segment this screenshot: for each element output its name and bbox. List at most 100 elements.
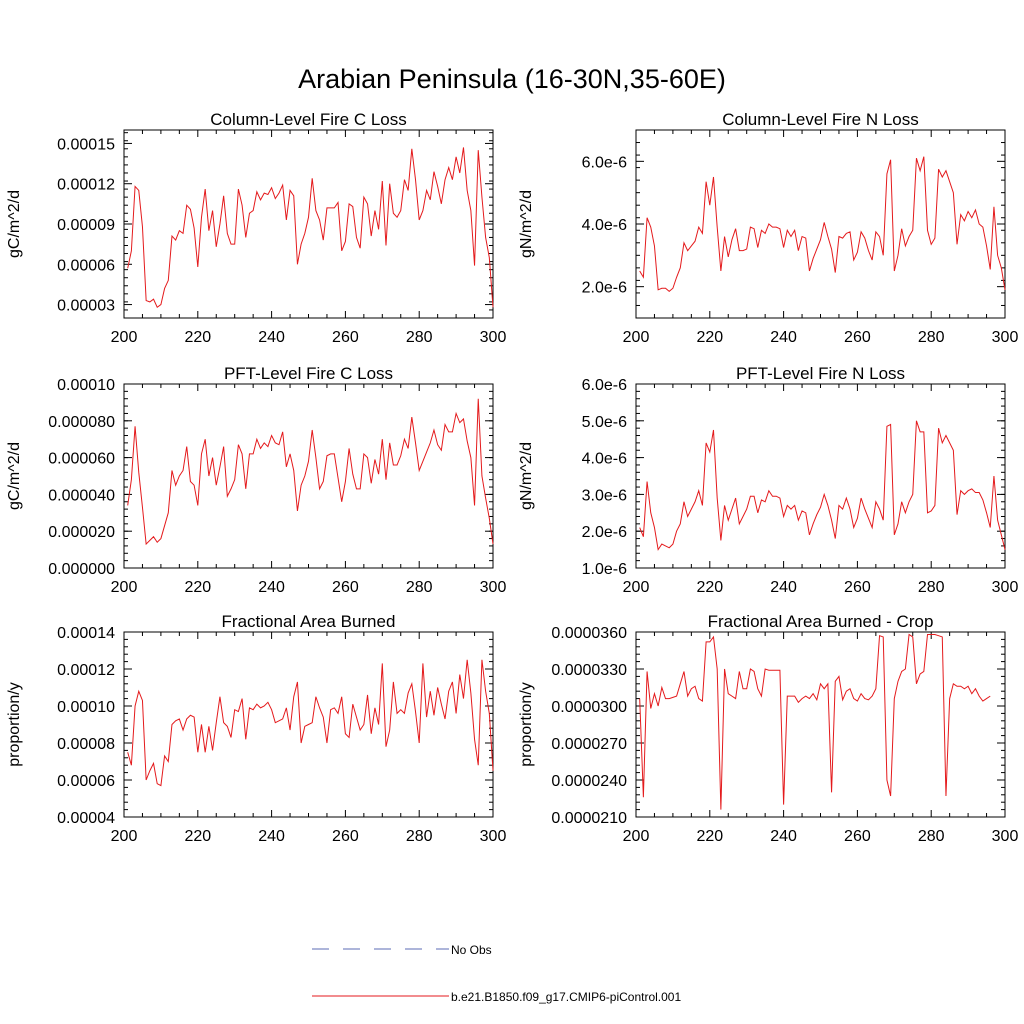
x-tick-label: 200 [623, 828, 650, 845]
x-tick-label: 300 [992, 329, 1019, 346]
x-tick-label: 260 [844, 579, 871, 596]
y-tick-label: 0.00010 [57, 377, 115, 394]
y-tick-label: 4.0e-6 [582, 217, 627, 234]
y-tick-label: 0.00012 [57, 177, 115, 194]
y-axis-label: proportion/y [518, 682, 535, 767]
y-tick-label: 0.0000360 [551, 625, 627, 642]
legend-obs-label: No Obs [451, 943, 492, 957]
x-tick-label: 240 [770, 828, 797, 845]
x-tick-label: 240 [770, 579, 797, 596]
x-tick-label: 260 [332, 828, 359, 845]
y-axis-label: proportion/y [6, 682, 23, 767]
y-axis-label: gC/m^2/d [6, 442, 23, 510]
y-tick-label: 0.0000210 [551, 810, 627, 827]
y-tick-label: 1.0e-6 [582, 561, 627, 578]
x-tick-label: 240 [258, 329, 285, 346]
plot-frame [635, 631, 1006, 818]
y-tick-label: 0.00004 [57, 810, 115, 827]
panel-3: 200 220 240 260 280 300 0.000000 0.000020 0.0000… [6, 364, 506, 596]
panel-title: Fractional Area Burned - Crop [708, 612, 934, 631]
legend-model-label: b.e21.B1850.f09_g17.CMIP6-piControl.001 [451, 990, 681, 1004]
series-line [639, 156, 1006, 293]
y-tick-label: 6.0e-6 [582, 154, 627, 171]
x-tick-label: 220 [184, 329, 211, 346]
y-tick-label: 5.0e-6 [582, 414, 627, 431]
series-line [127, 659, 494, 787]
x-tick-label: 280 [918, 329, 945, 346]
plot-frame [123, 129, 494, 319]
panel-6: 200 220 240 260 280 300 0.0000210 0.0000240 0.00… [518, 612, 1018, 845]
y-tick-label: 0.000000 [48, 561, 115, 578]
panel-4: 200 220 240 260 280 300 1.0e-6 2.0e-6 3.0e-6 4.0e… [518, 364, 1018, 596]
y-tick-label: 3.0e-6 [582, 487, 627, 504]
x-tick-label: 260 [332, 579, 359, 596]
x-tick-label: 280 [918, 828, 945, 845]
x-tick-label: 300 [992, 828, 1019, 845]
plot-frame [635, 129, 1006, 319]
x-tick-label: 300 [480, 329, 507, 346]
x-tick-label: 240 [258, 579, 285, 596]
x-tick-label: 280 [406, 828, 433, 845]
y-tick-label: 0.00014 [57, 625, 115, 642]
y-tick-label: 0.00009 [57, 217, 115, 234]
panel-title: Column-Level Fire C Loss [210, 110, 407, 129]
x-tick-label: 200 [111, 579, 138, 596]
y-tick-label: 0.000060 [48, 451, 115, 468]
panel-title: Fractional Area Burned [222, 612, 396, 631]
y-tick-label: 0.00015 [57, 136, 115, 153]
series-line [639, 633, 991, 810]
panel-title: Column-Level Fire N Loss [722, 110, 919, 129]
panel-1: 200 220 240 260 280 300 0.00003 0.00006 0.00009 0… [6, 110, 506, 346]
y-tick-label: 0.0000240 [551, 773, 627, 790]
series-line [127, 147, 494, 309]
y-axis-label: gN/m^2/d [518, 190, 535, 258]
x-tick-label: 240 [770, 329, 797, 346]
plot-frame [635, 383, 1006, 569]
y-tick-label: 0.00003 [57, 298, 115, 315]
x-tick-label: 220 [696, 329, 723, 346]
y-tick-label: 0.0000270 [551, 736, 627, 753]
x-tick-label: 200 [623, 579, 650, 596]
x-tick-label: 280 [918, 579, 945, 596]
y-tick-label: 0.00010 [57, 699, 115, 716]
y-tick-label: 6.0e-6 [582, 377, 627, 394]
panel-title: PFT-Level Fire C Loss [224, 364, 393, 383]
x-tick-label: 260 [332, 329, 359, 346]
x-tick-label: 240 [258, 828, 285, 845]
legend: No Obs b.e21.B1850.f09_g17.CMIP6-piContr… [312, 943, 681, 1004]
y-tick-label: 0.000080 [48, 414, 115, 431]
x-tick-label: 300 [992, 579, 1019, 596]
x-tick-label: 200 [111, 329, 138, 346]
x-tick-label: 220 [184, 579, 211, 596]
x-tick-label: 220 [696, 579, 723, 596]
y-tick-label: 0.000040 [48, 487, 115, 504]
y-tick-label: 0.00006 [57, 773, 115, 790]
x-tick-label: 260 [844, 329, 871, 346]
y-tick-label: 0.0000330 [551, 662, 627, 679]
x-tick-label: 200 [623, 329, 650, 346]
y-tick-label: 0.0000300 [551, 699, 627, 716]
figure-title: Arabian Peninsula (16-30N,35-60E) [298, 64, 726, 94]
x-tick-label: 220 [696, 828, 723, 845]
x-tick-label: 200 [111, 828, 138, 845]
y-tick-label: 2.0e-6 [582, 280, 627, 297]
x-tick-label: 300 [480, 828, 507, 845]
x-tick-label: 280 [406, 579, 433, 596]
y-axis-label: gC/m^2/d [6, 190, 23, 258]
y-axis-label: gN/m^2/d [518, 442, 535, 510]
x-tick-label: 220 [184, 828, 211, 845]
y-tick-label: 0.00006 [57, 257, 115, 274]
panels: 200 220 240 260 280 300 0.00003 0.00006 0.00009 0… [6, 110, 1018, 845]
y-tick-label: 4.0e-6 [582, 451, 627, 468]
panel-title: PFT-Level Fire N Loss [736, 364, 905, 383]
y-tick-label: 0.00012 [57, 662, 115, 679]
x-tick-label: 260 [844, 828, 871, 845]
y-tick-label: 0.000020 [48, 524, 115, 541]
series-line [127, 398, 494, 546]
panel-2: 200 220 240 260 280 300 2.0e-6 4.0e-6 6.0e-6 Colu… [518, 110, 1018, 346]
y-tick-label: 2.0e-6 [582, 524, 627, 541]
panel-5: 200 220 240 260 280 300 0.00004 0.00006 0.00008 0… [6, 612, 506, 845]
y-tick-label: 0.00008 [57, 736, 115, 753]
x-tick-label: 280 [406, 329, 433, 346]
